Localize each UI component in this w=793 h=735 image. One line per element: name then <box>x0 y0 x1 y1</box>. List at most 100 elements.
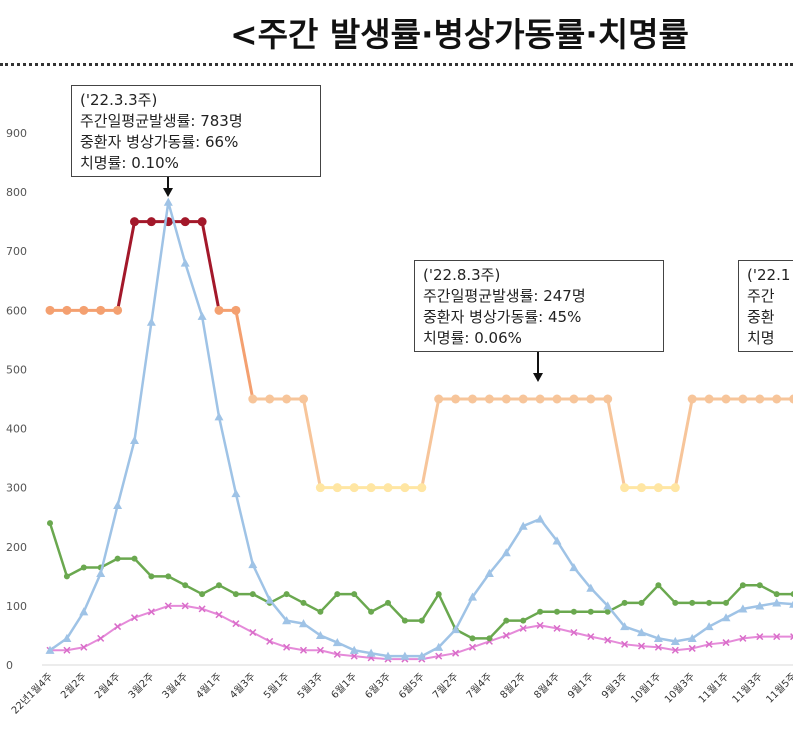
step-point <box>789 394 793 404</box>
x-tick-label: 5월1주 <box>261 671 291 701</box>
fatality-point <box>790 633 793 641</box>
bed-rate-point <box>689 599 696 606</box>
step-segment <box>420 397 441 490</box>
fatality-point <box>147 608 155 616</box>
incidence-point <box>62 633 72 642</box>
bed-rate-point <box>232 591 239 598</box>
x-tick-label: 10월3주 <box>662 671 697 706</box>
step-point <box>501 394 511 404</box>
bed-rate-point <box>418 617 425 624</box>
callout-nov-2022: ('22.1 주간 중환 치명 <box>738 260 793 352</box>
step-point <box>146 217 156 227</box>
step-point <box>130 217 139 227</box>
callout-line: 주간 <box>747 287 775 305</box>
y-tick-label: 0 <box>6 659 13 672</box>
bed-rate-point <box>368 608 375 615</box>
incidence-point <box>400 651 410 660</box>
incidence-point <box>603 601 613 610</box>
bed-rate-point <box>351 591 358 598</box>
fatality-point <box>232 620 240 628</box>
bed-rate-point <box>604 608 611 615</box>
x-tick-label: 3월4주 <box>160 671 190 701</box>
x-tick-label: 6월1주 <box>329 671 359 701</box>
incidence-point <box>687 633 697 642</box>
incidence-point <box>383 651 393 660</box>
step-point <box>738 394 748 404</box>
fatality-point <box>435 652 443 660</box>
bed-rate-point <box>706 599 713 606</box>
incidence-point <box>484 568 494 577</box>
fatality-point <box>621 640 629 648</box>
x-tick-label: 6월5주 <box>396 671 426 701</box>
fatality-point <box>63 646 71 654</box>
step-point <box>535 394 545 404</box>
bed-rate-point <box>317 608 324 615</box>
x-tick-label: 10월1주 <box>629 671 664 706</box>
x-tick-label: 2월4주 <box>92 671 122 701</box>
bed-rate-point <box>723 599 729 606</box>
callout-line: 치명률: 0.10% <box>80 154 179 172</box>
x-tick-label: 4월3주 <box>227 671 257 701</box>
fatality-point <box>654 643 662 651</box>
bed-rate-point <box>283 591 290 598</box>
step-point <box>349 483 359 493</box>
fatality-point <box>215 611 223 619</box>
x-tick-label: 5월3주 <box>295 671 325 701</box>
incidence-point <box>755 601 765 610</box>
incidence-point <box>197 311 207 320</box>
x-tick-label: 2월2주 <box>58 671 88 701</box>
x-tick-label: 8월4주 <box>532 671 562 701</box>
fatality-point <box>266 637 274 645</box>
step-point <box>755 394 765 404</box>
step-point <box>96 305 106 315</box>
bed-rate-point <box>114 555 121 562</box>
y-tick-label: 700 <box>6 245 27 258</box>
bed-rate-point <box>672 599 679 606</box>
x-tick-label: 11월5주 <box>764 671 793 706</box>
fatality-point <box>181 602 189 610</box>
callout-mar-2022: ('22.3.3주) 주간일평균발생률: 783명 중환자 병상가동률: 66%… <box>71 85 321 177</box>
step-point <box>265 394 275 404</box>
bed-rate-point <box>63 573 70 580</box>
title-divider <box>0 63 793 66</box>
bed-rate-point <box>199 591 206 598</box>
bed-rate-point <box>621 599 628 606</box>
incidence-point <box>535 514 545 523</box>
y-tick-label: 900 <box>6 127 27 140</box>
step-segment <box>234 308 255 401</box>
step-segment <box>606 397 627 490</box>
fatality-line <box>50 604 793 661</box>
fatality-point <box>536 621 544 629</box>
fatality-point <box>637 642 646 650</box>
x-tick-label: 11월3주 <box>730 671 765 706</box>
bed-rate-point <box>554 608 560 615</box>
x-tick-label: 7월4주 <box>464 671 494 701</box>
callout-line: ('22.8.3주) <box>423 266 501 284</box>
incidence-point <box>315 630 325 640</box>
bed-rate-point <box>300 599 307 606</box>
step-point <box>417 483 427 493</box>
incidence-point <box>265 595 275 604</box>
incidence-point <box>789 600 793 608</box>
fatality-point <box>570 628 578 637</box>
step-point <box>586 394 596 404</box>
step-segment <box>116 220 136 312</box>
fatality-point <box>739 634 747 642</box>
incidence-point <box>79 607 89 616</box>
fatality-point <box>452 649 460 657</box>
bed-rate-point <box>435 591 442 598</box>
step-point <box>366 483 376 493</box>
step-point <box>603 394 613 404</box>
incidence-point <box>451 625 461 634</box>
fatality-point <box>350 652 358 660</box>
step-point <box>721 394 731 404</box>
callout-line: 치명률: 0.06% <box>423 329 522 347</box>
incidence-point <box>434 642 444 651</box>
y-tick-label: 500 <box>6 363 27 376</box>
incidence-point <box>501 548 511 557</box>
bed-rate-point <box>756 582 763 589</box>
step-point <box>704 394 714 404</box>
step-point <box>653 483 663 493</box>
callout-line: 중환자 병상가동률: 45% <box>423 308 582 326</box>
step-point <box>552 394 562 404</box>
